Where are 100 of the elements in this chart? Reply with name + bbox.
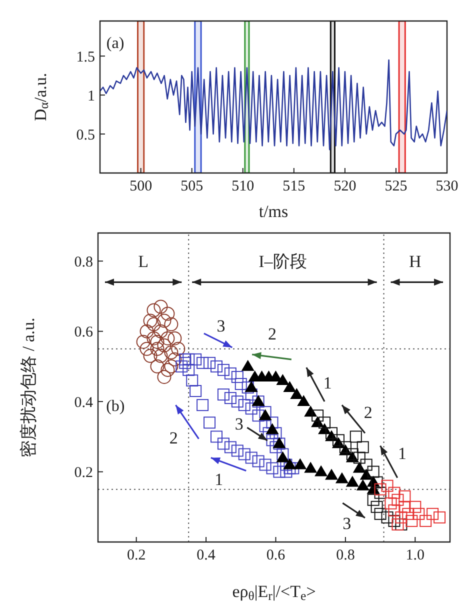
point: [266, 423, 279, 434]
point: [157, 370, 172, 384]
point: [290, 388, 304, 400]
point: [190, 385, 202, 398]
point: [160, 331, 175, 346]
y-axis-title: 密度扰动包络 / a.u.: [18, 318, 38, 458]
point: [245, 452, 258, 464]
point: [217, 388, 230, 401]
point: [231, 444, 244, 457]
point: [388, 486, 400, 499]
y-tick-label: 0.6: [74, 324, 94, 341]
annotation: L: [138, 252, 148, 272]
x-tick-label: 1.0: [406, 548, 425, 564]
point: [150, 342, 164, 356]
point: [374, 508, 386, 520]
point: [154, 348, 168, 363]
point: [356, 441, 369, 454]
x-tick-label: 500: [130, 178, 152, 195]
point: [231, 370, 244, 383]
point: [276, 448, 289, 460]
point: [339, 441, 352, 454]
point: [280, 466, 292, 478]
point: [217, 364, 230, 376]
point: [434, 511, 446, 524]
point: [140, 324, 154, 338]
point: [392, 494, 404, 506]
x-tick-label: 525: [384, 178, 408, 195]
point: [259, 420, 272, 432]
point: [224, 367, 236, 380]
x-axis-title: t/ms: [258, 202, 288, 221]
x-tick-label: 0.6: [266, 548, 286, 564]
point: [350, 430, 362, 443]
point: [157, 314, 172, 328]
point: [294, 458, 307, 470]
point: [160, 362, 175, 377]
point: [244, 381, 258, 392]
point: [210, 360, 222, 372]
point: [245, 402, 258, 415]
point: [238, 399, 250, 412]
point: [370, 476, 383, 488]
point: [190, 353, 202, 366]
x-tick-label: 520: [334, 178, 356, 195]
point: [426, 508, 439, 520]
annotation: (a): [106, 35, 124, 52]
point: [304, 462, 318, 473]
point: [160, 306, 175, 321]
annotation: 2: [364, 403, 372, 422]
point: [276, 451, 290, 462]
point: [150, 334, 164, 349]
point: [398, 500, 411, 513]
point: [388, 514, 400, 527]
point: [374, 483, 386, 496]
point: [154, 300, 168, 314]
point: [146, 317, 161, 332]
point: [164, 317, 178, 332]
point: [283, 458, 296, 470]
point: [266, 462, 278, 474]
point: [168, 331, 182, 346]
annotation: I–阶段: [258, 252, 307, 272]
point: [381, 511, 394, 524]
point: [154, 324, 168, 338]
point: [204, 416, 216, 429]
point: [258, 409, 272, 420]
annotation: 2: [268, 324, 277, 344]
point: [143, 314, 158, 328]
point: [266, 434, 278, 446]
point: [325, 468, 338, 480]
y-tick-label: 1.5: [76, 49, 95, 66]
point: [346, 448, 358, 460]
point: [356, 479, 370, 490]
point: [252, 455, 264, 468]
point: [241, 360, 254, 371]
point: [140, 342, 154, 356]
point: [381, 480, 394, 492]
point: [179, 353, 192, 366]
y-tick-label: 0.4: [74, 394, 94, 411]
x-tick-label: 505: [180, 178, 204, 195]
point: [168, 352, 182, 366]
point: [276, 374, 290, 385]
point: [238, 448, 250, 460]
annotation: 3: [342, 514, 352, 534]
point: [398, 490, 411, 502]
point: [388, 504, 400, 516]
x-tick-label: 0.4: [196, 548, 216, 564]
point: [384, 497, 397, 510]
point: [367, 494, 380, 506]
point: [412, 508, 425, 520]
annotation: H: [409, 252, 422, 272]
y-tick-label: 0.8: [74, 254, 93, 270]
point: [409, 500, 422, 513]
x-tick-label: 530: [436, 178, 458, 195]
y-tick-label: 1: [88, 88, 95, 104]
point: [395, 511, 408, 524]
point: [312, 410, 324, 422]
point: [182, 364, 195, 376]
point: [406, 514, 418, 527]
point: [346, 476, 359, 487]
annotation: 3: [216, 316, 226, 336]
annotation: 3: [234, 414, 244, 434]
point: [273, 466, 286, 478]
